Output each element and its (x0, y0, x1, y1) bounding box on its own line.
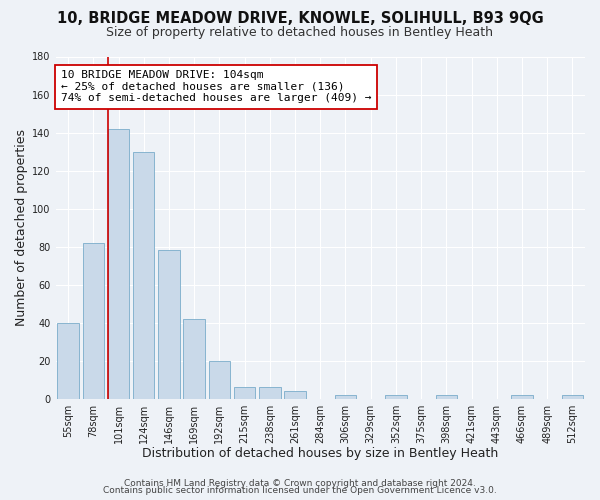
Bar (58, 322, 79, 398)
Bar (158, 250, 180, 398)
Bar (83, 243, 104, 398)
Bar (284, 391, 306, 398)
Text: Contains public sector information licensed under the Open Government Licence v3: Contains public sector information licen… (103, 486, 497, 495)
Bar (108, 128, 129, 398)
Bar (335, 395, 356, 398)
Text: 10, BRIDGE MEADOW DRIVE, KNOWLE, SOLIHULL, B93 9QG: 10, BRIDGE MEADOW DRIVE, KNOWLE, SOLIHUL… (56, 11, 544, 26)
Bar (562, 395, 583, 398)
Bar (259, 387, 281, 398)
Text: Size of property relative to detached houses in Bentley Heath: Size of property relative to detached ho… (107, 26, 493, 39)
Y-axis label: Number of detached properties: Number of detached properties (15, 129, 28, 326)
Bar (385, 395, 407, 398)
Bar (234, 387, 256, 398)
Bar (209, 360, 230, 399)
Bar (133, 152, 154, 398)
Bar (511, 395, 533, 398)
Text: 10 BRIDGE MEADOW DRIVE: 104sqm
← 25% of detached houses are smaller (136)
74% of: 10 BRIDGE MEADOW DRIVE: 104sqm ← 25% of … (61, 70, 371, 103)
X-axis label: Distribution of detached houses by size in Bentley Heath: Distribution of detached houses by size … (142, 447, 499, 460)
Text: Contains HM Land Registry data © Crown copyright and database right 2024.: Contains HM Land Registry data © Crown c… (124, 478, 476, 488)
Bar (184, 319, 205, 398)
Bar (436, 395, 457, 398)
